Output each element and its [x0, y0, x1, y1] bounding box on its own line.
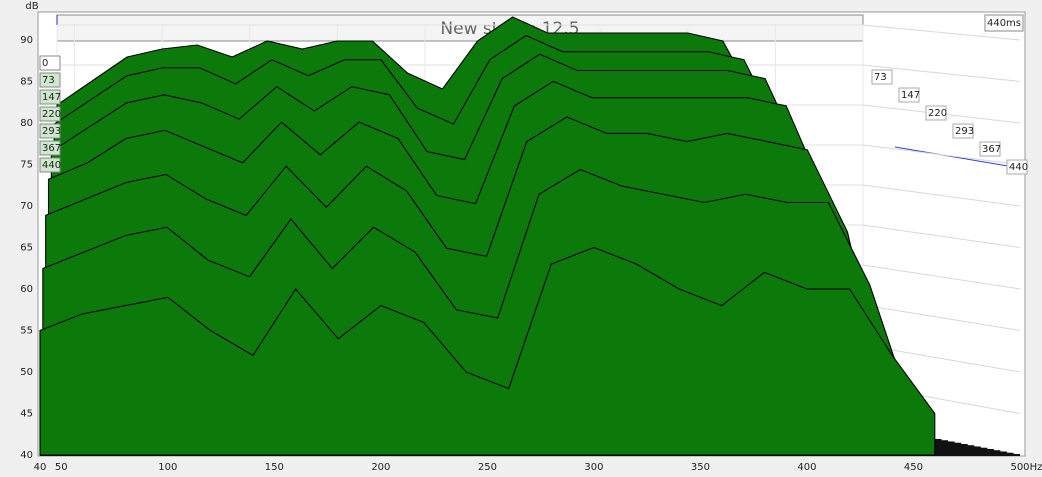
slice-label-box	[871, 69, 893, 85]
y-axis-label: dB	[25, 1, 38, 12]
y-tick-label: 50	[20, 367, 33, 378]
grid-line	[862, 264, 1021, 290]
slice-label-box	[39, 72, 61, 88]
waterfall-slice	[39, 246, 936, 456]
title-box	[56, 14, 864, 42]
x-tick-label: 150	[265, 462, 284, 473]
slice-label-box	[898, 87, 920, 103]
y-tick-label: 90	[20, 35, 33, 46]
x-tick-label: 100	[158, 462, 177, 473]
slice-label-box	[952, 123, 974, 139]
x-tick-label: 50	[55, 462, 68, 473]
slice-label: 293	[955, 126, 974, 137]
y-tick-label: 55	[20, 326, 33, 337]
grid-line	[862, 304, 1021, 331]
slice-label-box	[39, 157, 61, 173]
x-tick-label: 350	[691, 462, 710, 473]
y-tick-label: 70	[20, 201, 33, 212]
slice-label-box	[979, 141, 1001, 157]
x-tick-label: 400	[797, 462, 816, 473]
slice-label: 293	[42, 126, 61, 137]
grid-line	[862, 24, 1021, 41]
slice-label: 73	[42, 75, 55, 86]
slice-label: 147	[901, 90, 920, 101]
grid-line	[862, 224, 1021, 248]
slice-label: 220	[928, 108, 947, 119]
y-tick-label: 45	[20, 409, 33, 420]
slice-label: 73	[874, 72, 887, 83]
slice-label: 367	[982, 144, 1001, 155]
slice-label-box	[925, 105, 947, 121]
y-tick-label: 65	[20, 243, 33, 254]
x-tick-label: 500	[1010, 462, 1029, 473]
time-box	[984, 14, 1024, 32]
cursor-line	[894, 146, 1021, 169]
slice-label: 147	[42, 92, 61, 103]
slice-label-box	[39, 55, 61, 71]
slice-label-box	[39, 140, 61, 156]
x-tick-label: 40	[34, 462, 47, 473]
slice-label: 440	[42, 160, 61, 171]
y-tick-label: 85	[20, 77, 33, 88]
grid-line	[862, 184, 1021, 207]
slice-label-box	[1006, 159, 1028, 175]
x-tick-label: 300	[584, 462, 603, 473]
y-tick-label: 80	[20, 118, 33, 129]
x-tick-label: 200	[371, 462, 390, 473]
slice-label: 440	[1009, 162, 1028, 173]
x-axis-label: Hz	[1030, 462, 1042, 473]
slice-label-box	[39, 89, 61, 105]
slice-label: 367	[42, 143, 61, 154]
y-tick-label: 40	[20, 450, 33, 461]
slice-label: 0	[42, 58, 48, 69]
y-tick-label: 60	[20, 284, 33, 295]
slice-label-box	[39, 106, 61, 122]
grid-line	[862, 144, 1021, 165]
slice-label: 220	[42, 109, 61, 120]
y-tick-label: 75	[20, 160, 33, 171]
x-tick-label: 450	[904, 462, 923, 473]
x-tick-label: 250	[478, 462, 497, 473]
slice-label-box	[39, 123, 61, 139]
grid-line	[862, 64, 1021, 82]
time-label: 440ms	[987, 18, 1021, 29]
